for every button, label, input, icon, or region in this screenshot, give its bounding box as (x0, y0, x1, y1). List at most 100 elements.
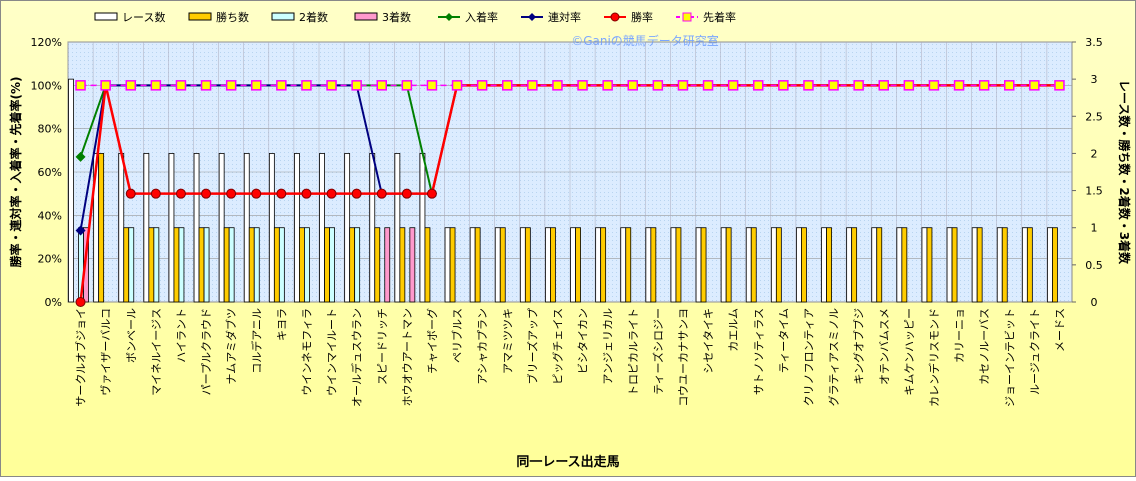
legend-label: 勝ち数 (216, 10, 249, 24)
x-tick-label: コウユーカナサンヨ (677, 308, 690, 407)
bar (304, 227, 310, 303)
x-tick-label: ハイラント (175, 308, 188, 363)
bar (625, 227, 632, 303)
x-tick-label: ブリーズアップ (525, 308, 539, 384)
bar (524, 227, 531, 303)
bar (896, 227, 903, 303)
y-tick-label: 40% (38, 209, 62, 222)
bar (946, 227, 953, 303)
x-tick-label: パープルクラウド (200, 308, 213, 395)
y2-tick-label: 1.5 (1085, 185, 1103, 198)
marker (627, 80, 638, 91)
bar (203, 227, 210, 303)
x-tick-label: サークルオブジョイ (74, 308, 88, 407)
bar (1026, 227, 1033, 303)
legend-marker (610, 12, 620, 22)
marker (953, 80, 965, 91)
bar (826, 227, 832, 303)
x-tick-label: ピッグチェイス (550, 308, 564, 385)
marker (803, 80, 814, 91)
bar (996, 227, 1003, 303)
bar (253, 227, 260, 303)
bar (519, 227, 526, 303)
x-tick-label: クリノフロンティア (802, 308, 815, 406)
x-tick-label: ルージュクライト (1028, 308, 1041, 395)
bar (369, 153, 376, 303)
bar (725, 227, 732, 303)
marker (226, 188, 237, 199)
marker (602, 80, 613, 91)
marker (150, 80, 162, 91)
x-tick-label: オテンバムスメ (878, 308, 891, 385)
bar (796, 227, 802, 303)
watermark: ©Ganiの競馬データ研究室 (571, 33, 719, 48)
marker (150, 188, 161, 199)
bar (1001, 227, 1008, 303)
legend-label: 入着率 (465, 10, 498, 24)
x-tick-label: ボンベール (125, 308, 138, 363)
x-tick-label: グラティアスミノル (827, 308, 841, 406)
marker (753, 80, 764, 91)
legend-swatch (271, 12, 295, 21)
legend-label: 勝率 (631, 10, 653, 24)
bar (976, 227, 983, 303)
bar (344, 153, 351, 303)
bar (570, 227, 576, 303)
marker (225, 80, 237, 91)
bar (1047, 227, 1053, 303)
bar (971, 227, 978, 303)
x-tick-label: ウインマイルート (326, 308, 339, 396)
x-tick-label: コルデアニル (249, 308, 263, 374)
marker (677, 80, 689, 91)
marker (577, 80, 588, 91)
marker (376, 80, 387, 91)
bar (324, 227, 330, 303)
x-tick-label: カエルム (727, 308, 740, 352)
x-tick-label: アンジェリカル (602, 308, 615, 385)
bar (700, 227, 707, 303)
x-tick-label: メードス (1053, 308, 1066, 352)
bar (449, 227, 456, 303)
bar (243, 153, 250, 303)
bar (745, 227, 752, 303)
x-tick-label: スピードリッチ (376, 308, 389, 385)
marker (326, 80, 337, 91)
bar (148, 227, 155, 303)
bar (620, 227, 627, 303)
y2-tick-label: 0 (1091, 296, 1098, 309)
x-tick-label: ホウオウアートマン (401, 308, 414, 406)
bar (384, 227, 391, 303)
marker (326, 188, 337, 199)
bar (650, 227, 657, 303)
bar (98, 153, 105, 303)
marker (1004, 80, 1015, 91)
legend-label: 先着率 (703, 10, 736, 24)
y-axis-label: 勝率・連対率・入着率・先着率(%) (8, 77, 23, 268)
marker (75, 297, 86, 307)
bar (695, 227, 702, 303)
bar (319, 153, 325, 303)
bar (926, 227, 933, 303)
marker (351, 188, 362, 199)
bar (128, 227, 135, 303)
bar (409, 227, 416, 303)
bar (294, 153, 300, 303)
x-tick-label: カリーニョ (953, 308, 966, 363)
bar (153, 227, 160, 303)
x-tick-label: ビシタイカン (577, 308, 590, 374)
bar (399, 227, 406, 303)
marker (125, 80, 136, 91)
bar (118, 153, 125, 303)
marker (778, 80, 789, 91)
marker (928, 80, 940, 91)
legend-swatch (354, 12, 378, 21)
marker (301, 80, 312, 91)
y-tick-label: 80% (38, 123, 62, 136)
bar (670, 227, 677, 303)
marker (301, 188, 312, 199)
legend-swatch (94, 12, 118, 21)
legend-swatch (188, 12, 212, 21)
bar (876, 227, 883, 303)
bar (775, 227, 782, 303)
marker (251, 188, 262, 199)
